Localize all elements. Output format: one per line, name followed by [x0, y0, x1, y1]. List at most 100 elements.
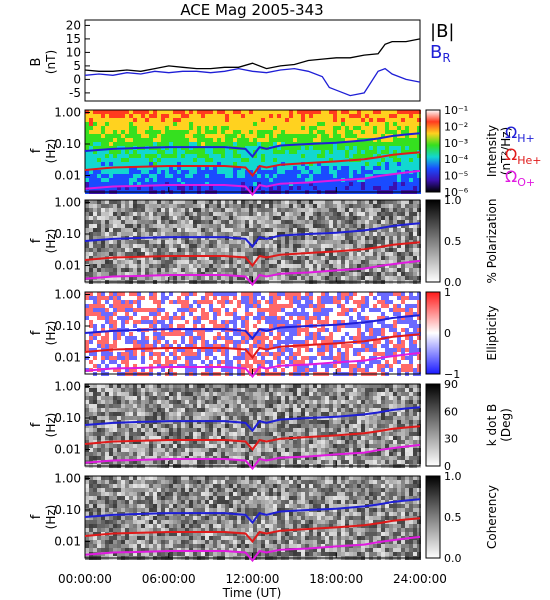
coherency-H_plus_hz-line	[84, 498, 421, 525]
intensity-panel: 1.00 0.10 0.01 f (Hz) 10⁻¹ 10⁻² 10⁻³ 10⁻⁴ 10⁻⁵ 10⁻…	[29, 104, 542, 199]
intensity-colorbar	[425, 109, 441, 193]
polarization-ylabel: f	[29, 238, 44, 243]
x-tick-label-2: 12:00:00	[226, 572, 280, 586]
field-y-tick-label-3: 5	[73, 59, 81, 73]
x-axis-label: Time (UT)	[222, 586, 282, 600]
intensity-heatmap	[85, 110, 421, 194]
k_dot_b-colorbar-tick-1: 60	[444, 405, 458, 418]
intensity-colorbar-tick-0: 10⁻¹	[444, 104, 468, 117]
coherency-y-tick-label-2: 0.01	[54, 535, 81, 549]
k_dot_b-y-tick-label-0: 1.00	[54, 379, 81, 393]
coherency-y-tick-label-0: 1.00	[54, 471, 81, 485]
legend-btotal: |B|	[430, 21, 454, 42]
coherency-ylabel: f	[29, 514, 44, 519]
intensity-colorbar-tick-3: 10⁻⁴	[444, 153, 469, 166]
intensity-colorbar-label: Intensity	[485, 125, 499, 177]
polarization-colorbar-tick-2: 0.0	[444, 276, 462, 289]
intensity-colorbar-tick-5: 10⁻⁶	[444, 186, 469, 199]
ellipticity-y-tick-label-2: 0.01	[54, 351, 81, 365]
ellipticity-panel: 1.00 0.10 0.01 f (Hz) 1 0 −1 Ellipticity	[29, 286, 499, 381]
ellipticity-yunit: (Hz)	[44, 321, 58, 346]
ellipticity-He_plus_hz-line	[84, 333, 421, 360]
field-y-tick-label-2: 10	[66, 45, 81, 59]
polarization-colorbar-label: % Polarization	[485, 199, 499, 284]
intensity-y-tick-label-0: 1.00	[54, 105, 81, 119]
intensity-y-tick-label-1: 0.10	[54, 137, 81, 151]
intensity-O_plus_hz-line	[84, 169, 421, 197]
field-y-tick-label-5: -5	[69, 86, 81, 100]
intensity-H_plus_hz-line	[84, 132, 421, 159]
field-series-1	[84, 67, 421, 97]
polarization-colorbar-tick-0: 1.0	[444, 194, 462, 207]
coherency-colorbar	[425, 475, 441, 559]
polarization-He_plus_hz-line	[84, 241, 421, 268]
legend-br-main: B	[430, 42, 442, 63]
k_dot_b-panel: 1.00 0.10 0.01 f (Hz) 90 60 30 0 k dot B (Deg)	[29, 378, 513, 473]
gyro-label-symbol-2: Ω	[505, 167, 517, 186]
gyro-label-sub-1: He+	[517, 154, 541, 167]
field-y-tick-label-0: 20	[66, 18, 81, 32]
x-tick-label-1: 06:00:00	[142, 572, 196, 586]
ellipticity-colorbar-tick-1: 0	[444, 327, 451, 340]
spectral-panels: 1.000.100.01f (Hz)10⁻¹10⁻²10⁻³10⁻⁴10⁻⁵10⁻…	[29, 104, 542, 565]
legend-br-sub: R	[442, 51, 450, 65]
coherency-colorbar-tick-0: 1.0	[444, 470, 462, 483]
intensity-yunit: (Hz)	[44, 139, 58, 164]
coherency-y-tick-label-1: 0.10	[54, 503, 81, 517]
polarization-panel: 1.00 0.10 0.01 f (Hz) 1.0 0.5 0.0 % Polarization	[29, 194, 499, 289]
field-ylabel: B	[29, 58, 44, 67]
ellipticity-H_plus_hz-line	[84, 314, 421, 341]
ellipticity-y-tick-label-0: 1.00	[54, 287, 81, 301]
k_dot_b-y-tick-label-1: 0.10	[54, 411, 81, 425]
time-axis: 00:00:00 06:00:00 12:00:00 18:00:00 24:0…	[58, 572, 447, 600]
coherency-colorbar-label: Coherency	[485, 485, 499, 549]
k_dot_b-heatmap	[85, 384, 421, 468]
gyro-label-sub-2: O+	[517, 176, 535, 189]
polarization-y-tick-label-2: 0.01	[54, 259, 81, 273]
polarization-yunit: (Hz)	[44, 229, 58, 254]
polarization-y-tick-label-1: 0.10	[54, 227, 81, 241]
gyro-label-symbol-0: Ω	[505, 123, 517, 142]
field-y-tick-label-1: 15	[66, 32, 81, 46]
intensity-y-tick-label-2: 0.01	[54, 169, 81, 183]
ellipticity-ylabel: f	[29, 330, 44, 335]
intensity-colorbar-tick-1: 10⁻²	[444, 120, 468, 133]
k_dot_b-colorbar-unit: (Deg)	[499, 408, 513, 442]
intensity-colorbar-tick-4: 10⁻⁵	[444, 170, 468, 183]
polarization-y-tick-label-0: 1.00	[54, 195, 81, 209]
k_dot_b-colorbar-label: k dot B	[485, 404, 499, 446]
k_dot_b-H_plus_hz-line	[84, 406, 421, 433]
k_dot_b-O_plus_hz-line	[84, 443, 421, 471]
x-tick-label-0: 00:00:00	[58, 572, 112, 586]
field-lines	[84, 38, 421, 97]
ellipticity-O_plus_hz-line	[84, 351, 421, 379]
k_dot_b-He_plus_hz-line	[84, 425, 421, 452]
gyro-label-1: ΩHe+	[505, 145, 542, 167]
field-series-0	[84, 38, 421, 72]
coherency-colorbar-tick-1: 0.5	[444, 511, 462, 524]
k_dot_b-colorbar-tick-2: 30	[444, 433, 458, 446]
gyro-label-2: ΩO+	[505, 167, 535, 189]
field-panel-frame	[84, 19, 421, 102]
ellipticity-colorbar-label: Ellipticity	[485, 306, 499, 361]
legend-br: BR	[430, 42, 451, 65]
ellipticity-colorbar	[425, 291, 441, 375]
k_dot_b-colorbar	[425, 383, 441, 467]
gyro-label-symbol-1: Ω	[505, 145, 517, 164]
intensity-ylabel: f	[29, 148, 44, 153]
coherency-yunit: (Hz)	[44, 505, 58, 530]
coherency-O_plus_hz-line	[84, 535, 421, 563]
polarization-heatmap	[85, 200, 421, 284]
k_dot_b-colorbar-tick-0: 90	[444, 378, 458, 391]
gyro-label-0: ΩH+	[505, 123, 535, 145]
polarization-colorbar-tick-1: 0.5	[444, 235, 462, 248]
figure-title: ACE Mag 2005-343	[180, 1, 323, 19]
field-yunit: (nT)	[44, 50, 58, 74]
x-tick-label-3: 18:00:00	[309, 572, 363, 586]
ellipticity-colorbar-tick-0: 1	[444, 286, 451, 299]
k_dot_b-y-tick-label-2: 0.01	[54, 443, 81, 457]
ellipticity-y-tick-label-1: 0.10	[54, 319, 81, 333]
